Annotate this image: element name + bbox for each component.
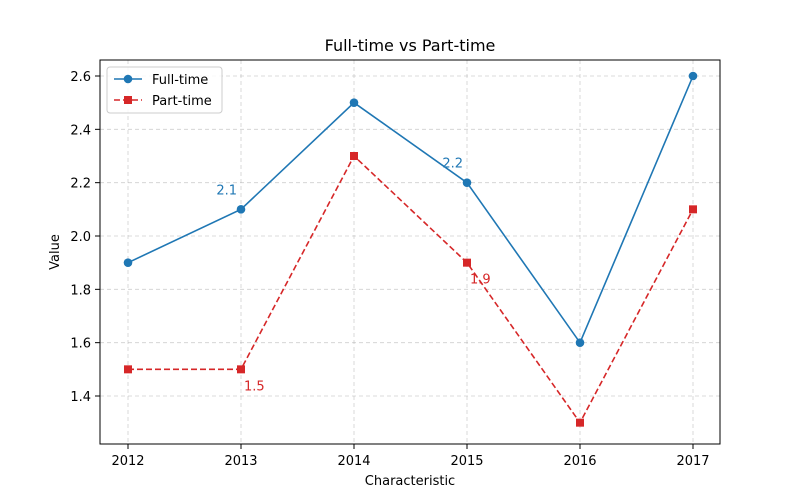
y-tick-label: 1.8 — [70, 283, 91, 298]
part-time-line — [128, 154, 694, 425]
part-time-point — [237, 365, 245, 374]
x-tick-label: 2017 — [676, 454, 709, 469]
full-time-point — [349, 98, 359, 107]
y-tick-label: 2.4 — [70, 123, 91, 138]
part-time-point — [463, 258, 471, 267]
x-tick-label: 2014 — [337, 454, 370, 469]
full-time-data-label: 2.1 — [216, 183, 237, 198]
part-time-data-label: 1.5 — [244, 379, 265, 394]
full-time-point — [462, 178, 472, 187]
y-tick-label: 2.6 — [70, 70, 91, 85]
part-time-point — [350, 152, 358, 160]
x-tick-label: 2015 — [450, 454, 483, 469]
chart-title: Full-time vs Part-time — [325, 36, 496, 55]
legend: Full-time Part-time — [106, 66, 223, 114]
series-group — [123, 71, 698, 427]
legend-full-time-label: Full-time — [152, 73, 208, 88]
y-tick-label: 2.0 — [70, 230, 91, 245]
part-time-point — [689, 205, 697, 214]
legend-part-time-label: Part-time — [152, 94, 212, 109]
y-tick-label: 2.2 — [70, 177, 91, 192]
legend-part-time-marker — [124, 96, 132, 104]
full-time-point — [688, 71, 698, 81]
annotations: 2.1 2.2 1.5 1.9 — [216, 157, 490, 395]
legend-full-time-marker — [123, 74, 133, 84]
y-tick-label: 1.4 — [70, 390, 91, 405]
part-time-data-label: 1.9 — [470, 273, 491, 288]
full-time-point — [123, 258, 133, 267]
full-time-line — [127, 75, 694, 345]
full-time-point — [236, 205, 246, 214]
grid — [100, 60, 720, 444]
x-axis-label: Characteristic — [365, 474, 455, 489]
part-time-point — [124, 365, 132, 374]
axis-ticks: 2012 2013 2014 2015 2016 20171.41.61.82.02.22… — [70, 70, 709, 469]
x-tick-label: 2013 — [224, 454, 257, 469]
y-tick-label: 1.6 — [70, 337, 91, 352]
full-time-point — [575, 338, 585, 347]
x-tick-label: 2012 — [111, 454, 144, 469]
plot-area-frame — [99, 59, 721, 445]
full-time-data-label: 2.2 — [442, 157, 463, 172]
y-axis-label: Value — [48, 234, 63, 270]
part-time-point — [576, 418, 584, 427]
x-tick-label: 2016 — [563, 454, 596, 469]
